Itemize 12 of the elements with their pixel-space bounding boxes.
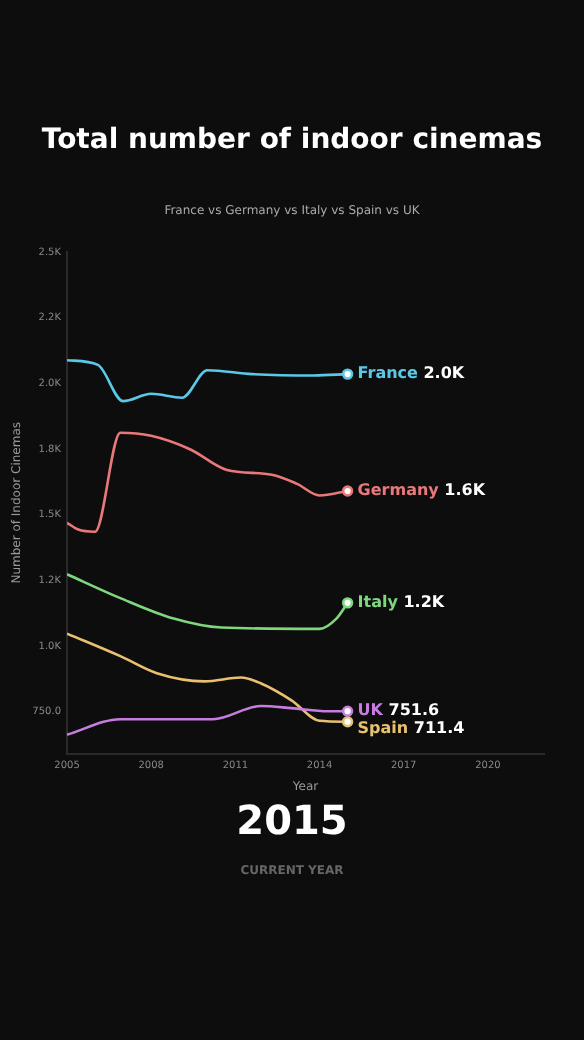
point — [341, 597, 354, 609]
point — [341, 716, 354, 728]
text: UK 751.6 — [357, 701, 440, 720]
text: Germany 1.6K — [357, 481, 486, 500]
text: Spain 711.4 — [357, 719, 465, 738]
text: 2015 — [234, 796, 350, 844]
chart-title: Total number of indoor cinemas — [39, 124, 545, 156]
point — [341, 485, 354, 497]
point — [341, 705, 354, 717]
text: France 2.0K — [357, 364, 465, 383]
text: Italy 1.2K — [357, 593, 445, 612]
point — [341, 368, 354, 380]
